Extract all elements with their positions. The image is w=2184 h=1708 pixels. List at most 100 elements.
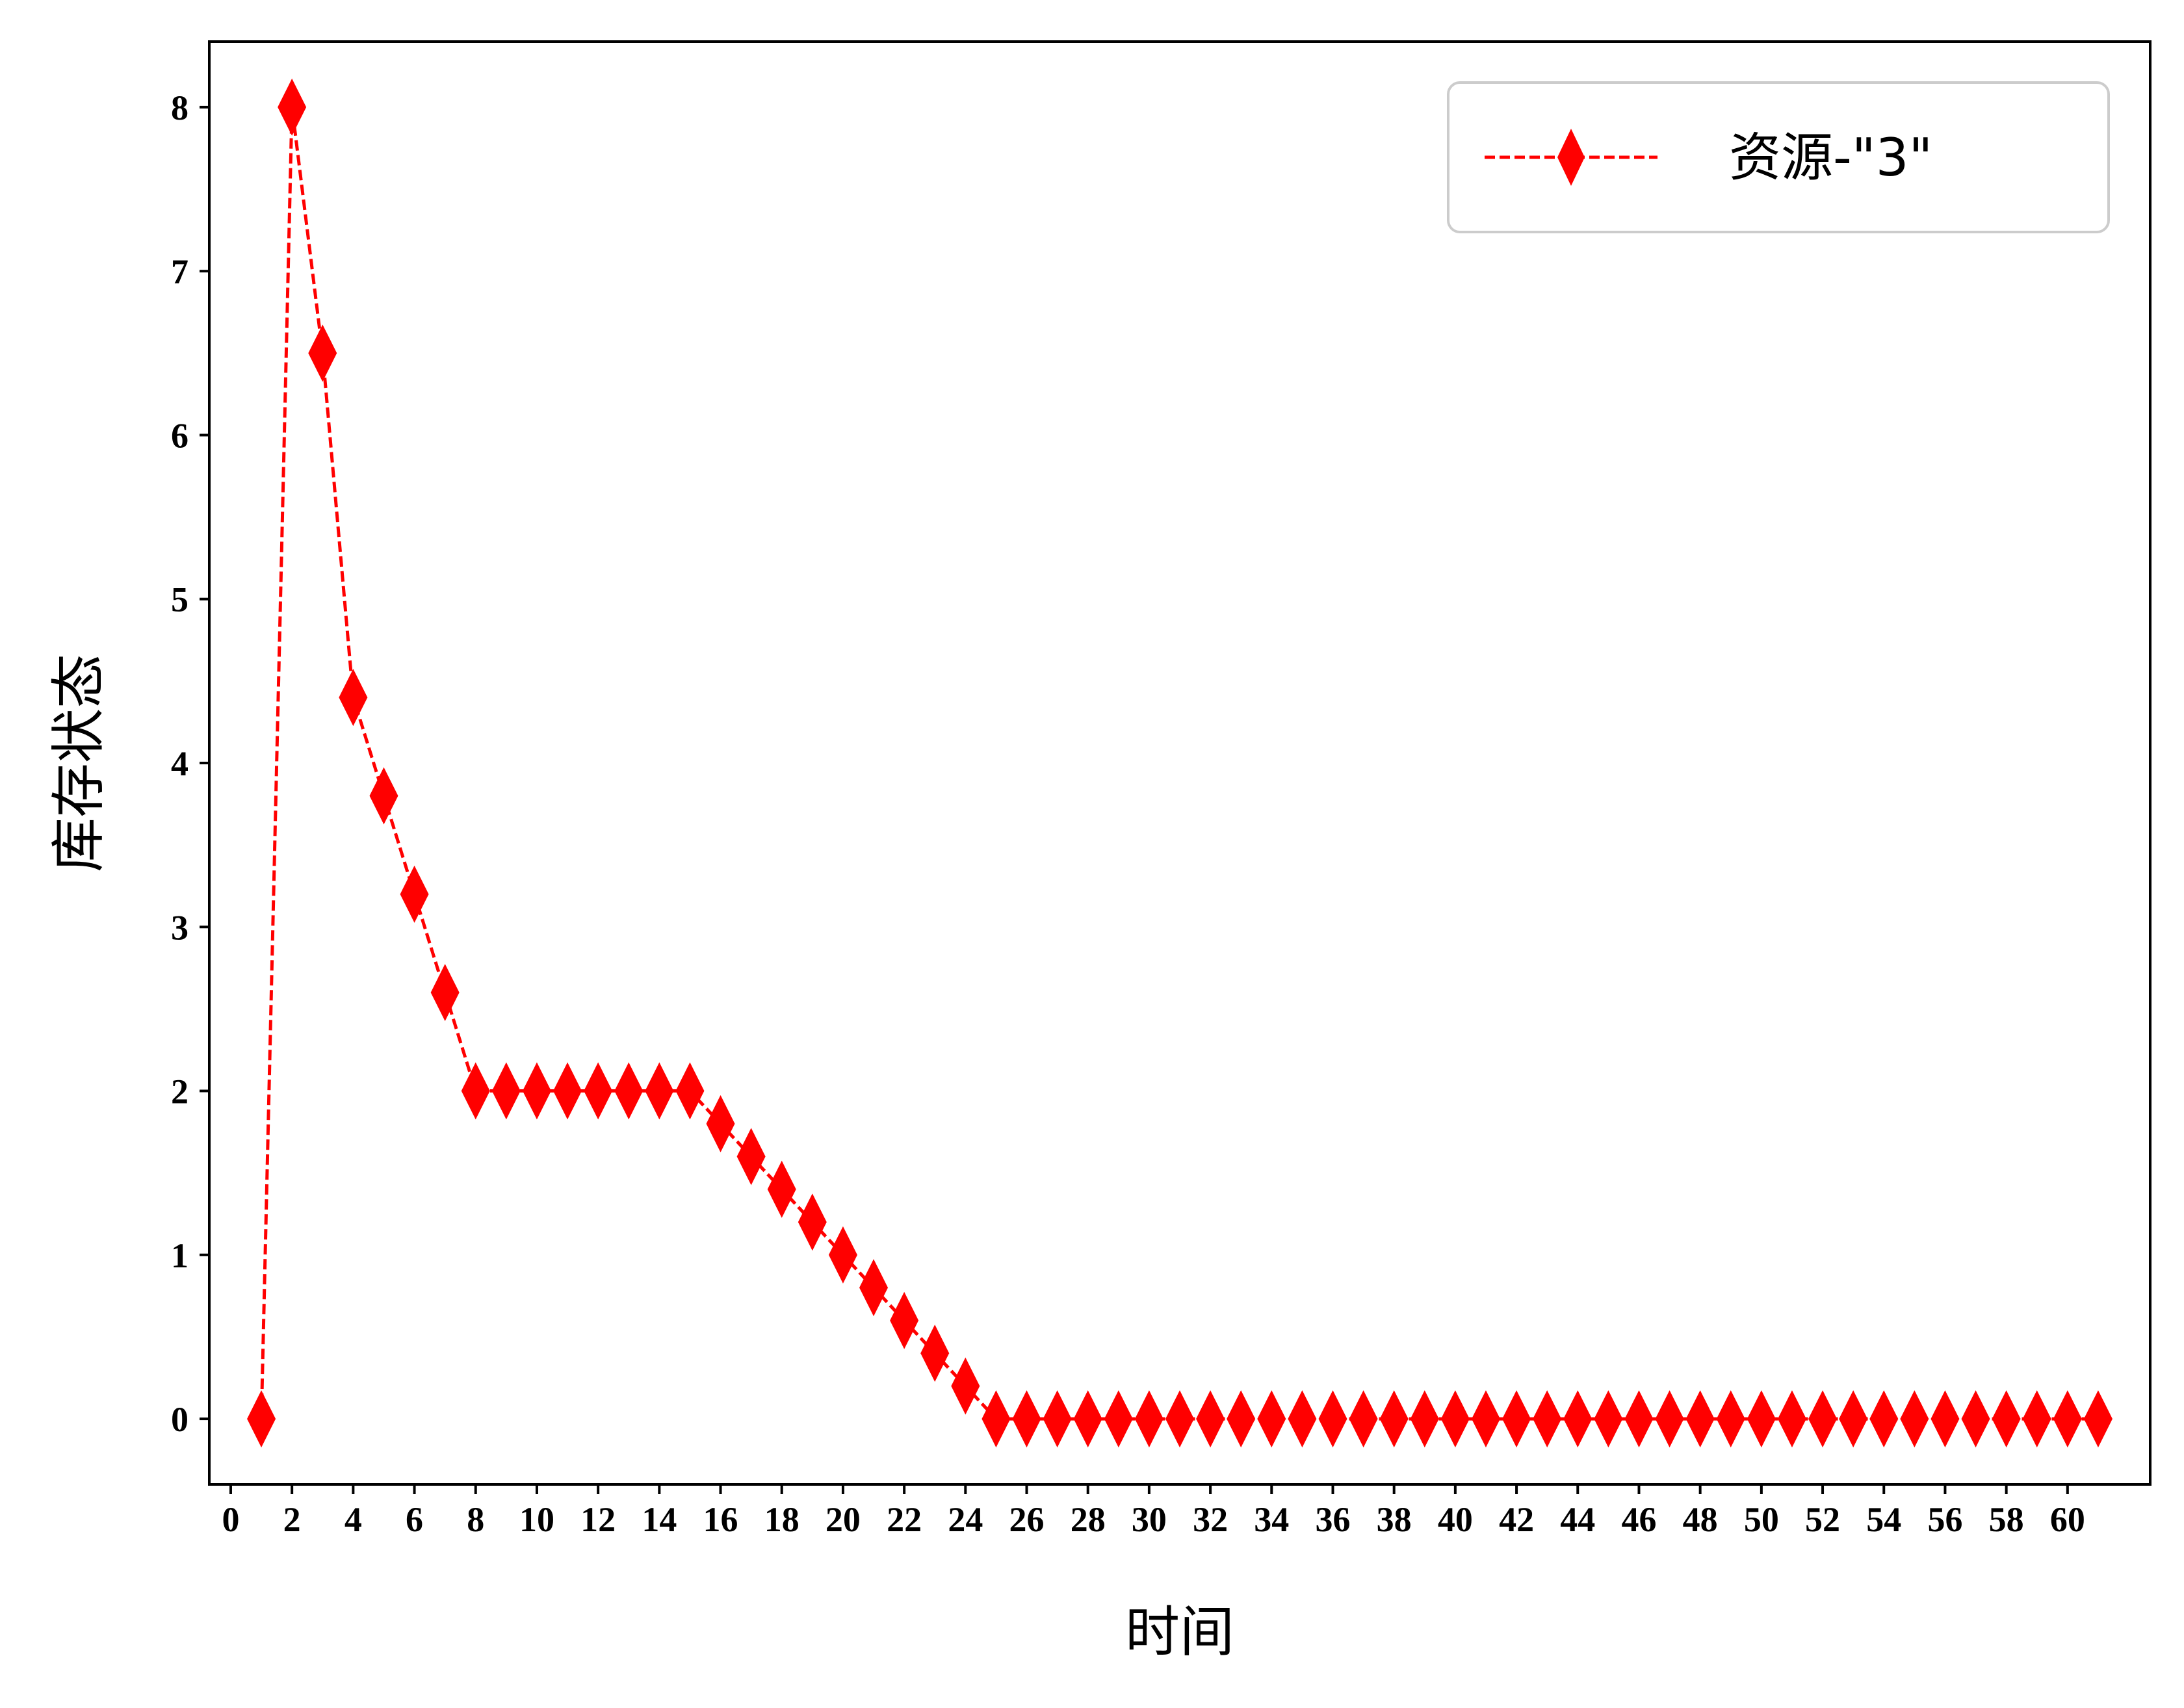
x-tick-label: 58 <box>1989 1500 2024 1539</box>
data-point-marker <box>491 1062 521 1120</box>
data-point-marker <box>1440 1390 1470 1448</box>
x-tick-label: 32 <box>1193 1500 1228 1539</box>
data-point-marker <box>1379 1390 1409 1448</box>
y-axis-title: 库存状态 <box>47 654 110 872</box>
data-point-marker <box>1992 1390 2021 1448</box>
x-tick-label: 28 <box>1071 1500 1106 1539</box>
x-tick-label: 42 <box>1499 1500 1534 1539</box>
data-point-marker <box>675 1062 705 1120</box>
data-point-marker <box>1227 1390 1256 1448</box>
x-tick-label: 0 <box>222 1500 239 1539</box>
x-tick-label: 56 <box>1927 1500 1962 1539</box>
data-point-marker <box>461 1062 490 1120</box>
x-tick-label: 46 <box>1621 1500 1656 1539</box>
data-point-marker <box>1869 1390 1899 1448</box>
y-tick-label: 4 <box>171 744 188 783</box>
x-tick-label: 16 <box>703 1500 738 1539</box>
y-axis: 0 1 2 3 4 5 6 7 8 <box>171 88 209 1439</box>
data-point-marker <box>339 669 368 727</box>
data-point-marker <box>430 964 460 1022</box>
x-tick-label: 14 <box>642 1500 677 1539</box>
y-tick-label: 5 <box>171 580 188 619</box>
data-point-marker <box>1747 1390 1776 1448</box>
y-tick-label: 6 <box>171 416 188 455</box>
data-point-marker <box>1624 1390 1654 1448</box>
data-point-marker <box>308 324 337 382</box>
data-point-marker <box>828 1226 857 1284</box>
data-point-marker <box>1012 1390 1041 1448</box>
y-tick-label: 2 <box>171 1072 188 1111</box>
data-point-marker <box>1563 1390 1592 1448</box>
x-tick-label: 4 <box>344 1500 362 1539</box>
x-tick-label: 10 <box>519 1500 554 1539</box>
data-point-marker <box>1196 1390 1225 1448</box>
data-point-marker <box>1533 1390 1562 1448</box>
data-point-marker <box>798 1193 827 1251</box>
x-tick-label: 50 <box>1744 1500 1779 1539</box>
data-point-marker <box>1930 1390 1960 1448</box>
data-point-marker <box>1104 1390 1133 1448</box>
data-point-marker <box>1257 1390 1286 1448</box>
data-point-marker <box>982 1390 1011 1448</box>
data-point-marker <box>2053 1390 2082 1448</box>
data-point-marker <box>1839 1390 1868 1448</box>
data-point-marker <box>400 865 429 923</box>
data-point-marker <box>522 1062 551 1120</box>
y-tick-label: 7 <box>171 252 188 291</box>
x-tick-label: 40 <box>1438 1500 1473 1539</box>
data-point-marker <box>278 78 307 136</box>
x-tick-label: 26 <box>1009 1500 1045 1539</box>
data-point-marker <box>1073 1390 1102 1448</box>
x-tick-label: 24 <box>948 1500 983 1539</box>
data-point-marker <box>736 1128 766 1185</box>
data-point-marker <box>1808 1390 1838 1448</box>
legend-diamond-marker <box>1557 129 1585 186</box>
data-point-marker <box>2022 1390 2051 1448</box>
data-point-marker <box>369 767 398 825</box>
data-point-marker <box>706 1095 735 1152</box>
x-axis: 0 2 4 6 8 10 12 14 16 18 20 22 24 26 28 30 32 34 36 38 40 42 4… <box>222 1484 2085 1539</box>
data-point-marker <box>951 1357 980 1415</box>
plot-marks <box>247 78 2112 1448</box>
data-point-marker <box>920 1325 950 1382</box>
legend-frame <box>1447 81 2110 233</box>
x-tick-label: 44 <box>1560 1500 1595 1539</box>
data-point-marker <box>1410 1390 1439 1448</box>
x-tick-label: 48 <box>1683 1500 1718 1539</box>
data-point-marker <box>247 1390 276 1448</box>
y-tick-label: 0 <box>171 1400 188 1439</box>
data-point-marker <box>614 1062 644 1120</box>
data-point-marker <box>1685 1390 1715 1448</box>
data-point-marker <box>767 1160 796 1218</box>
data-point-marker <box>2083 1390 2112 1448</box>
data-point-marker <box>1043 1390 1072 1448</box>
data-point-marker <box>1471 1390 1500 1448</box>
y-tick-label: 3 <box>171 908 188 947</box>
y-tick-label: 1 <box>171 1236 188 1275</box>
data-point-marker <box>1134 1390 1164 1448</box>
data-point-marker <box>1777 1390 1806 1448</box>
x-tick-label: 30 <box>1132 1500 1167 1539</box>
legend: 资源-"3" <box>1447 81 2110 233</box>
data-point-marker <box>645 1062 674 1120</box>
x-tick-label: 12 <box>580 1500 616 1539</box>
y-tick-label: 8 <box>171 88 188 127</box>
data-point-marker <box>1655 1390 1684 1448</box>
data-point-marker <box>890 1291 919 1349</box>
x-tick-label: 38 <box>1377 1500 1412 1539</box>
x-tick-label: 20 <box>826 1500 861 1539</box>
data-point-marker <box>1318 1390 1347 1448</box>
data-point-marker <box>553 1062 582 1120</box>
data-point-marker <box>1288 1390 1317 1448</box>
x-tick-label: 18 <box>764 1500 800 1539</box>
data-point-marker <box>1900 1390 1929 1448</box>
x-tick-label: 54 <box>1866 1500 1901 1539</box>
x-axis-title: 时间 <box>1125 1600 1234 1664</box>
x-tick-label: 34 <box>1254 1500 1289 1539</box>
data-point-marker <box>584 1062 613 1120</box>
x-tick-label: 60 <box>2050 1500 2085 1539</box>
x-tick-label: 36 <box>1315 1500 1350 1539</box>
data-point-marker <box>1716 1390 1745 1448</box>
